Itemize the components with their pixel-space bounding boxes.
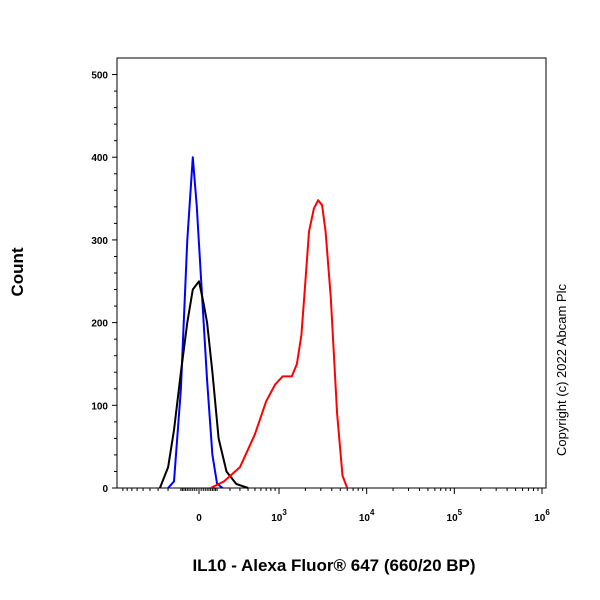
x-tick-exponent: 4: [370, 508, 375, 517]
y-axis: 0 100 200 300 400 500: [91, 71, 117, 495]
y-tick-label: 100: [91, 401, 108, 412]
x-axis-title: IL10 - Alexa Fluor® 647 (660/20 BP): [192, 556, 475, 575]
y-tick-label: 400: [91, 153, 108, 164]
plot-border: [116, 57, 547, 489]
series-line-3: [210, 199, 349, 489]
plot-frame: [116, 57, 547, 489]
x-tick-exponent: 3: [282, 508, 287, 517]
x-tick-label: 105: [447, 508, 463, 524]
copyright-watermark: Copyright (c) 2022 Abcam Plc: [554, 284, 569, 456]
x-axis: 0 103 104 105 106: [122, 488, 550, 524]
x-tick-label: 106: [534, 508, 550, 524]
y-tick-label: 500: [91, 71, 108, 82]
series-line-2: [158, 280, 249, 489]
y-tick-label: 200: [91, 319, 108, 330]
x-tick-label: 104: [359, 508, 375, 524]
series-line-1: [167, 156, 224, 489]
y-tick-label: 0: [102, 484, 108, 495]
y-tick-label: 300: [91, 236, 108, 247]
y-axis-title: Count: [8, 247, 27, 296]
series-layer: [158, 156, 349, 489]
x-tick-exponent: 5: [458, 508, 463, 517]
x-tick-exponent: 6: [545, 508, 550, 517]
x-tick-label: 103: [271, 508, 287, 524]
x-tick-label: 0: [196, 513, 202, 524]
